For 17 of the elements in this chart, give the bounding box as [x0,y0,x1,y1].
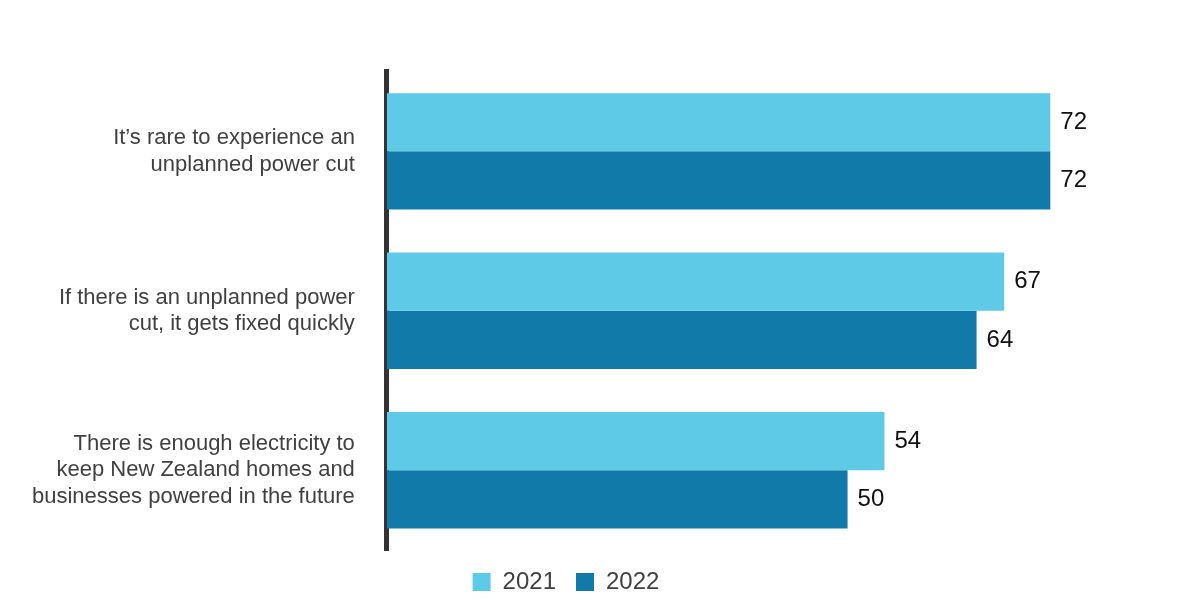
data-label: 54 [894,425,922,453]
legend-label: 2022 [606,566,660,594]
bar [386,93,1051,152]
y-tick-label: There is enough electricity to keep New Zealand homes and businesses powered in the future [31,429,355,508]
data-label: 50 [857,483,885,511]
bar [386,470,848,529]
y-tick-label: If there is an unplanned power cut, it gets fixed quickly [58,283,355,336]
legend-label: 2021 [502,566,556,594]
bar [386,151,1051,210]
data-label: 72 [1060,106,1087,134]
y-tick-label: It’s rare to experience an unplanned power cut [113,124,355,176]
data-label: 64 [986,324,1014,352]
bar [386,412,885,471]
bar [386,252,1005,311]
bar [386,310,977,370]
data-label: 72 [1060,165,1087,193]
data-label: 67 [1014,266,1041,294]
